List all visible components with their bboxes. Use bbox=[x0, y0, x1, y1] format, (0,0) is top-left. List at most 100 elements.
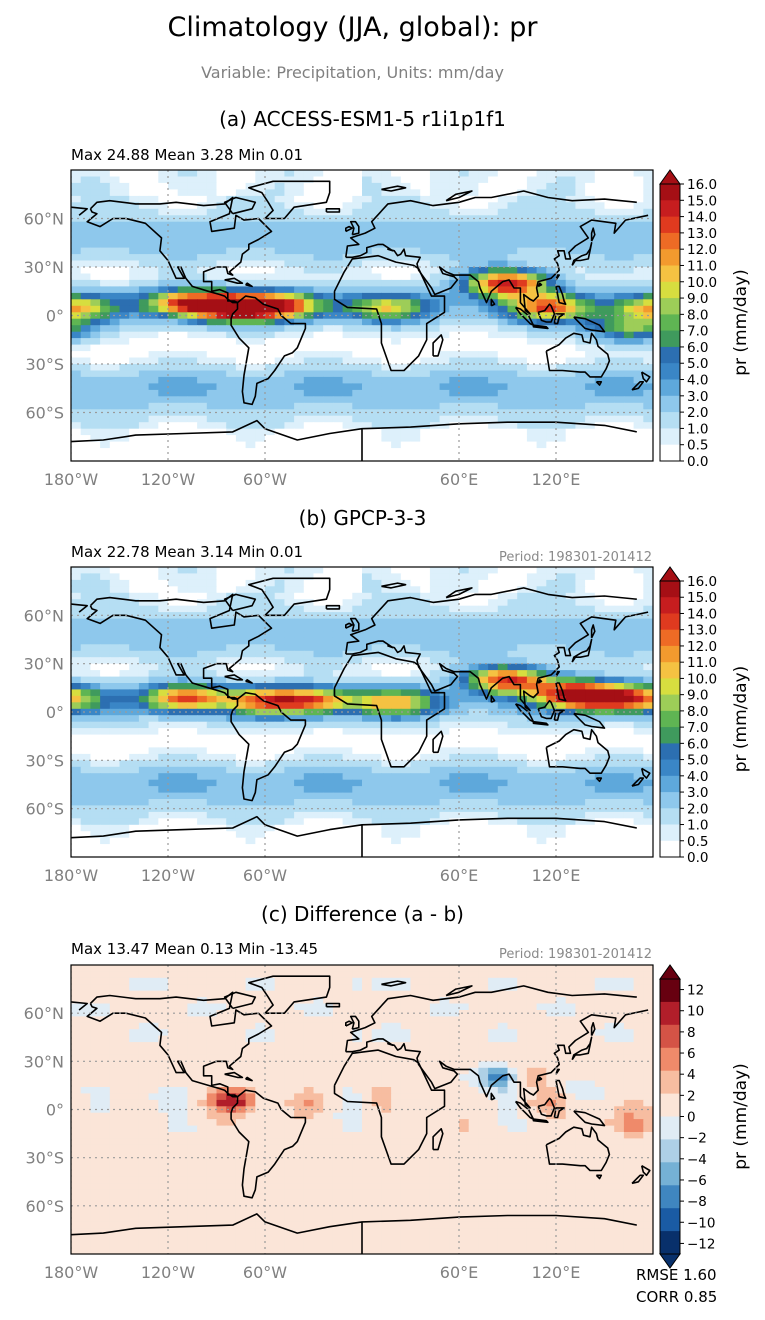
coastline-tasmania bbox=[595, 381, 603, 386]
colorbar-tick-label: 3.0 bbox=[687, 389, 708, 405]
figure-subtitle: Variable: Precipitation, Units: mm/day bbox=[201, 63, 504, 82]
coastline-australia bbox=[545, 332, 611, 378]
coastline-iceland bbox=[325, 604, 341, 610]
colorbar-tick-label: 10.0 bbox=[687, 671, 717, 687]
colorbar-label: pr (mm/day) bbox=[731, 1063, 751, 1170]
map-frame bbox=[70, 169, 654, 462]
panel-a-stats: Max 24.88 Mean 3.28 Min 0.01 bbox=[71, 146, 304, 164]
colorbar-tick-label: 7.0 bbox=[687, 720, 708, 736]
y-tick-label: 0° bbox=[46, 307, 64, 326]
coastline-sumatra bbox=[514, 1100, 535, 1120]
map-field-panel-2 bbox=[71, 965, 653, 1254]
coastline-new-guinea bbox=[573, 316, 606, 333]
coastline-sri-lanka bbox=[490, 1092, 496, 1101]
colorbar-tick-label: 8 bbox=[687, 1025, 696, 1041]
coastline-borneo bbox=[537, 1097, 556, 1117]
colorbar-band bbox=[660, 775, 680, 793]
coastline-tasmania bbox=[595, 777, 603, 783]
coastline-svalbard bbox=[381, 980, 407, 987]
colorbar-extend-top bbox=[659, 964, 681, 980]
x-tick-label: 120°E bbox=[532, 470, 581, 489]
colorbar-tick-label: 1.0 bbox=[687, 421, 708, 437]
colorbar-band bbox=[660, 727, 680, 744]
x-tick-label: 120°E bbox=[532, 1263, 581, 1282]
coastline-new-zealand-south bbox=[631, 1174, 645, 1185]
colorbar-band bbox=[660, 346, 680, 364]
coastline-greenland bbox=[248, 180, 331, 220]
coastline-madagascar bbox=[432, 730, 444, 754]
x-tick-label: 60°E bbox=[440, 470, 478, 489]
colorbar-band bbox=[660, 840, 680, 858]
coastline-baffin bbox=[223, 196, 257, 215]
colorbar-tick-label: 8.0 bbox=[687, 307, 708, 323]
colorbar-band bbox=[660, 298, 680, 315]
coastline-iceland bbox=[325, 208, 341, 213]
coastline-philippines bbox=[555, 1079, 567, 1100]
coastline-greenland bbox=[248, 577, 331, 617]
rmse-text: RMSE 1.60 bbox=[636, 1266, 717, 1284]
colorbar-tick-label: 3.0 bbox=[687, 785, 708, 801]
coastline-north-america bbox=[86, 196, 273, 304]
coastline-ireland bbox=[345, 622, 354, 629]
coastline-great-britain bbox=[349, 220, 360, 236]
coastline-hispaniola bbox=[245, 679, 253, 684]
colorbar-band bbox=[660, 184, 680, 201]
colorbar-tick-label: 14.0 bbox=[687, 210, 717, 226]
coastline-cuba bbox=[224, 277, 244, 284]
colorbar-band bbox=[660, 1070, 680, 1095]
colorbar-tick-label: 14.0 bbox=[687, 606, 717, 622]
x-tick-label: 180°W bbox=[44, 470, 99, 489]
coastline-borneo bbox=[537, 303, 556, 323]
coastline-taiwan bbox=[555, 1068, 560, 1075]
colorbar-band bbox=[660, 662, 680, 679]
coastline-hispaniola bbox=[245, 1076, 253, 1082]
colorbar-band bbox=[660, 363, 680, 380]
coastline-antarctica bbox=[71, 1213, 637, 1254]
colorbar-band bbox=[660, 1047, 680, 1072]
coastline-novaya-zemlya bbox=[445, 190, 473, 202]
colorbar-band bbox=[660, 1116, 680, 1140]
coastline-ireland bbox=[345, 225, 354, 233]
y-tick-label: 30°N bbox=[24, 258, 64, 277]
coastline-sumatra bbox=[514, 306, 535, 326]
coastline-hainan bbox=[537, 679, 543, 684]
coastline-greenland bbox=[248, 975, 331, 1014]
coastline-antarctica bbox=[71, 419, 637, 461]
colorbar-tick-label: 4 bbox=[687, 1067, 696, 1083]
coastline-new-guinea bbox=[573, 712, 606, 729]
coastline-java bbox=[532, 1118, 549, 1124]
coastline-africa bbox=[333, 254, 446, 372]
colorbar-tick-label: 0.0 bbox=[687, 454, 708, 470]
coastline-north-america bbox=[86, 991, 273, 1098]
coastline-new-zealand-north bbox=[640, 767, 651, 779]
colorbar-tick-label: 0.0 bbox=[687, 850, 708, 866]
colorbar-tick-label: 0 bbox=[687, 1110, 696, 1126]
colorbar-band bbox=[660, 1139, 680, 1163]
colorbar-tick-label: 9.0 bbox=[687, 291, 708, 307]
y-tick-label: 30°N bbox=[24, 1052, 64, 1071]
colorbar-band bbox=[660, 281, 680, 299]
colorbar-band bbox=[660, 1001, 680, 1026]
colorbar-band bbox=[660, 629, 680, 647]
coastline-new-guinea bbox=[573, 1110, 606, 1127]
coastline-australia bbox=[545, 1126, 611, 1172]
x-tick-label: 60°E bbox=[440, 1263, 478, 1282]
coastline-eurasia bbox=[71, 587, 649, 712]
coastline-svalbard bbox=[381, 185, 407, 192]
colorbar-tick-label: 11.0 bbox=[687, 258, 717, 274]
coastline-svalbard bbox=[381, 582, 407, 589]
y-tick-label: 0° bbox=[46, 703, 64, 722]
colorbar-band bbox=[660, 1093, 680, 1117]
coastline-ireland bbox=[345, 1020, 354, 1027]
colorbar-band bbox=[660, 395, 680, 413]
colorbar-tick-label: 13.0 bbox=[687, 226, 717, 242]
colorbar-tick-label: 2 bbox=[687, 1088, 696, 1104]
coastline-borneo bbox=[537, 699, 556, 720]
colorbar-band bbox=[660, 428, 680, 446]
x-tick-label: 120°W bbox=[141, 866, 196, 885]
colorbar-tick-label: 7.0 bbox=[687, 324, 708, 340]
figure-title: Climatology (JJA, global): pr bbox=[167, 12, 538, 43]
colorbar-band bbox=[660, 792, 680, 809]
coastline-hainan bbox=[537, 1076, 543, 1082]
panel-c-title: (c) Difference (a - b) bbox=[261, 902, 464, 926]
